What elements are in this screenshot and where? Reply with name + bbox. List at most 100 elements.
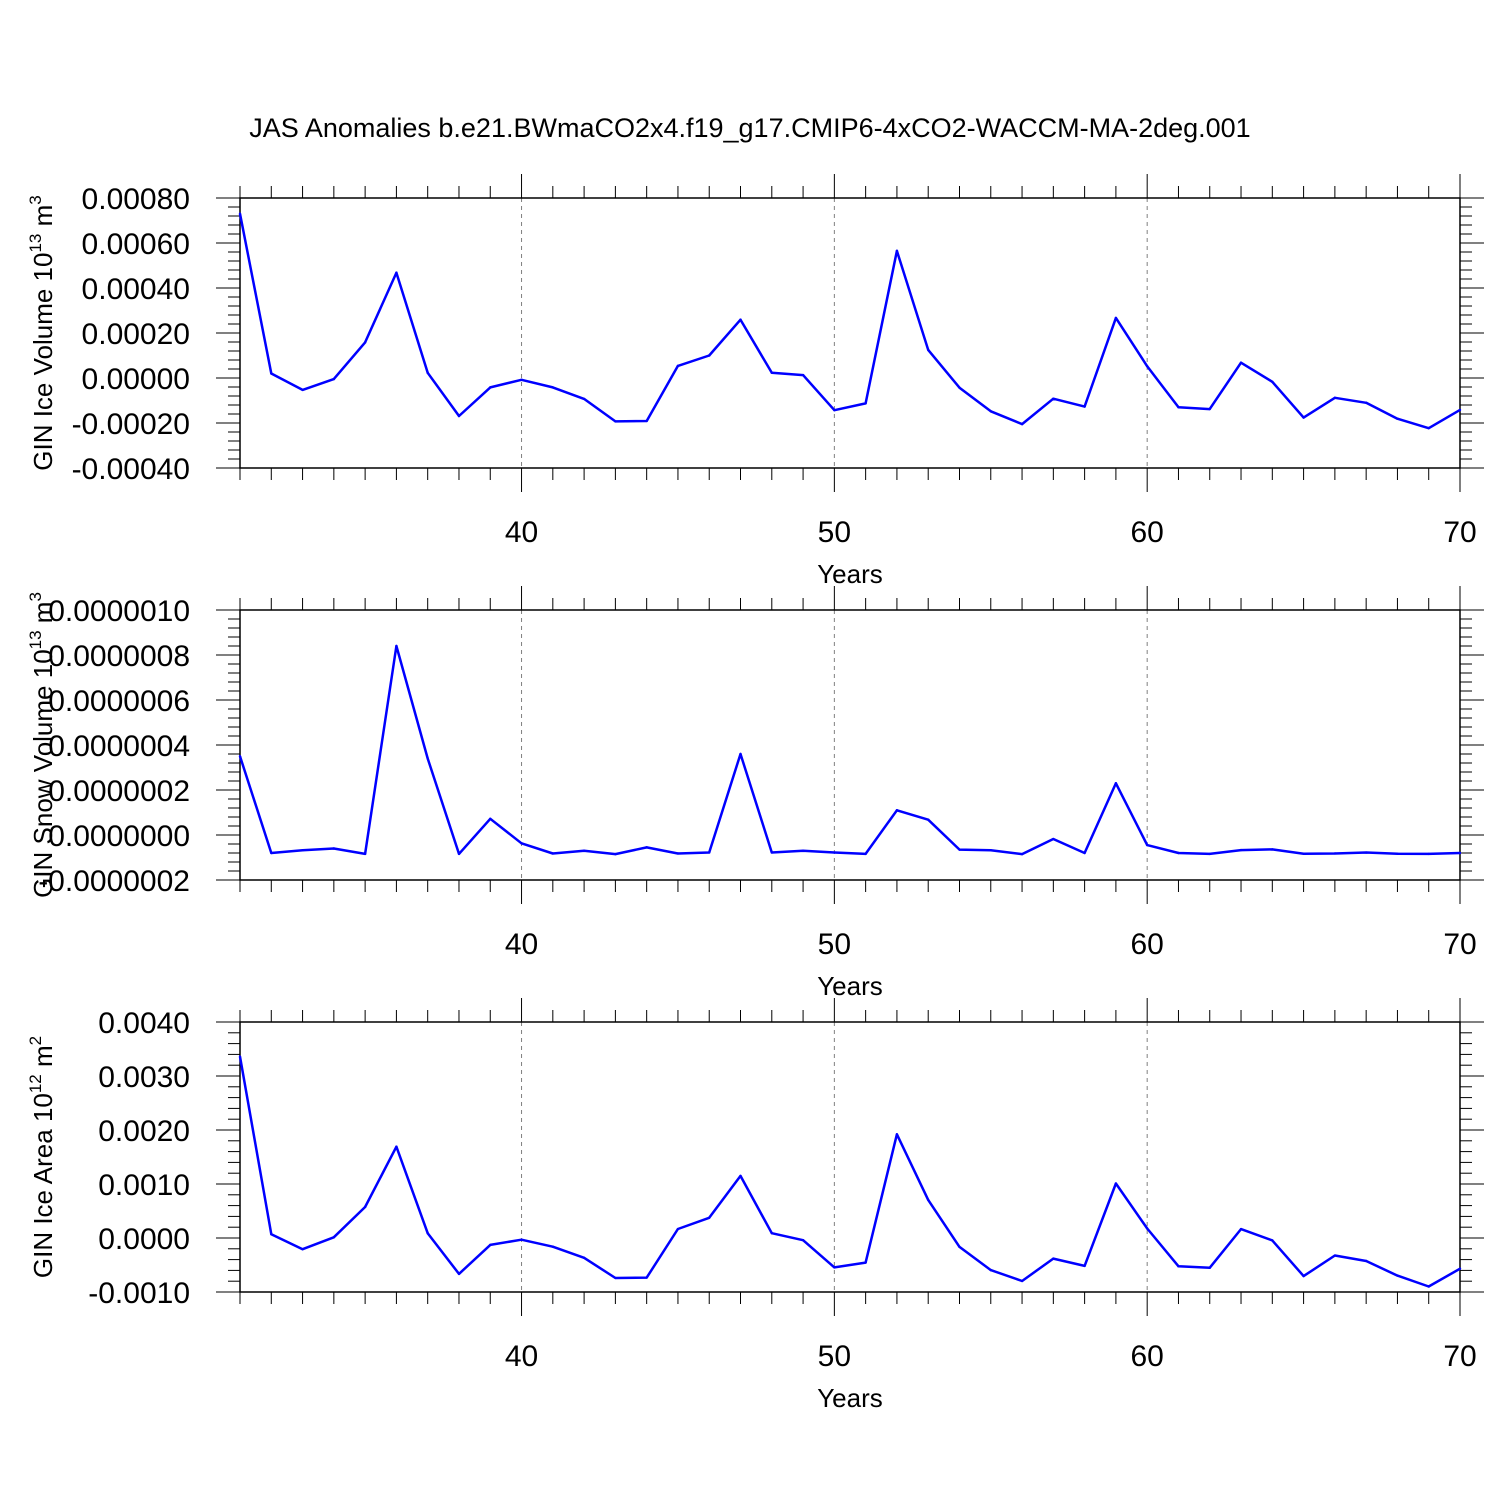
data-point [1333, 1254, 1337, 1257]
data-point [1208, 852, 1211, 856]
data-point [864, 402, 867, 405]
data-point [489, 817, 492, 820]
y-tick-label: 0.0020 [98, 1115, 190, 1148]
data-point [332, 377, 336, 381]
data-point [1396, 1274, 1399, 1277]
data-point [1333, 396, 1337, 399]
data-point [582, 849, 586, 852]
data-point [332, 847, 336, 850]
x-tick-label: 40 [505, 928, 538, 961]
x-tick-label: 50 [818, 1340, 851, 1373]
data-point [395, 644, 398, 648]
data-point [551, 386, 555, 389]
data-point [1427, 852, 1430, 856]
x-tick-label: 70 [1443, 516, 1476, 549]
data-point [1083, 1264, 1086, 1268]
data-point [363, 852, 367, 856]
data-point [1333, 852, 1337, 855]
data-point [520, 378, 523, 381]
y-tick-label: 0.00060 [82, 228, 190, 261]
data-point [1427, 1285, 1430, 1288]
data-point [457, 414, 461, 418]
data-point [1302, 1274, 1305, 1278]
data-point [1177, 851, 1180, 855]
y-tick-label: 0.0030 [98, 1061, 190, 1094]
x-tick-label: 60 [1130, 928, 1163, 961]
data-point [895, 249, 899, 253]
data-point [958, 848, 961, 851]
series-line [238, 644, 1461, 856]
y-tick-label: 0.0000006 [48, 685, 190, 718]
y-tick-label: 0.00040 [82, 273, 190, 306]
y-tick-label: 0.0000010 [48, 595, 190, 628]
data-point [301, 388, 304, 392]
panel-3: 0.0040 0.0030 0.0020 0.0010 0.0000 -0.0010 40 5… [26, 998, 1484, 1413]
data-point [1052, 1257, 1055, 1260]
panel-2: 0.0000010 0.0000008 0.0000006 0.0000004 0.00… [26, 586, 1484, 1001]
data-point [645, 419, 648, 423]
data-point [301, 849, 304, 852]
x-tick-label: 50 [818, 928, 851, 961]
data-point [1083, 851, 1086, 855]
y-tick-label: -0.00020 [72, 408, 190, 441]
chart-title: JAS Anomalies b.e21.BWmaCO2x4.f19_g17.CM… [249, 113, 1250, 143]
data-point [520, 1238, 523, 1241]
data-point [1458, 408, 1462, 412]
data-point [270, 372, 273, 375]
data-point [958, 386, 961, 389]
data-point [1052, 397, 1055, 400]
data-point [395, 271, 398, 274]
x-axis-label: Years [817, 971, 883, 1001]
y-tick-label: 0.00020 [82, 318, 190, 351]
data-point [1271, 848, 1274, 851]
data-point [739, 1174, 742, 1178]
data-point [1396, 417, 1399, 420]
data-point [958, 1245, 961, 1249]
y-tick-label: 0.00080 [82, 183, 190, 216]
data-point [927, 818, 930, 821]
y-tick-label: 0.0010 [98, 1169, 190, 1202]
y-tick-label: 0.0000002 [48, 775, 190, 808]
data-point [1208, 1266, 1211, 1270]
data-point [614, 1276, 617, 1280]
data-point [1239, 848, 1243, 852]
data-point [426, 371, 429, 375]
data-point [1114, 1182, 1118, 1185]
data-point [1302, 852, 1305, 855]
series-line [238, 1056, 1461, 1288]
y-tick-label: -0.0000002 [38, 865, 190, 898]
y-tick-label: -0.0010 [88, 1277, 190, 1310]
data-point [708, 354, 711, 357]
data-point [1208, 407, 1211, 411]
data-point [426, 757, 429, 760]
data-point [989, 849, 992, 852]
data-point [895, 1133, 899, 1136]
data-point [1020, 852, 1024, 856]
data-point [927, 1198, 930, 1202]
data-point [363, 1205, 367, 1209]
data-point [426, 1232, 429, 1235]
y-tick-label: 0.0000008 [48, 640, 190, 673]
x-tick-label: 60 [1130, 1340, 1163, 1373]
data-point [1396, 852, 1399, 855]
data-point [645, 846, 648, 849]
data-point [238, 212, 242, 215]
data-point [489, 386, 492, 389]
data-point [801, 849, 805, 852]
plot-frame [239, 1021, 1461, 1293]
data-point [1177, 406, 1180, 409]
y-tick-label: 0.00000 [82, 363, 190, 396]
data-point [895, 809, 899, 812]
data-point [582, 1256, 586, 1260]
data-point [1020, 422, 1024, 426]
data-point [833, 408, 836, 412]
data-point [332, 1236, 336, 1239]
data-point [708, 1216, 711, 1220]
data-point [270, 851, 273, 855]
data-point [457, 852, 461, 856]
data-point [1114, 782, 1118, 785]
data-point [1145, 1227, 1149, 1230]
y-tick-label: 0.0040 [98, 1007, 190, 1040]
data-point [676, 1227, 680, 1231]
